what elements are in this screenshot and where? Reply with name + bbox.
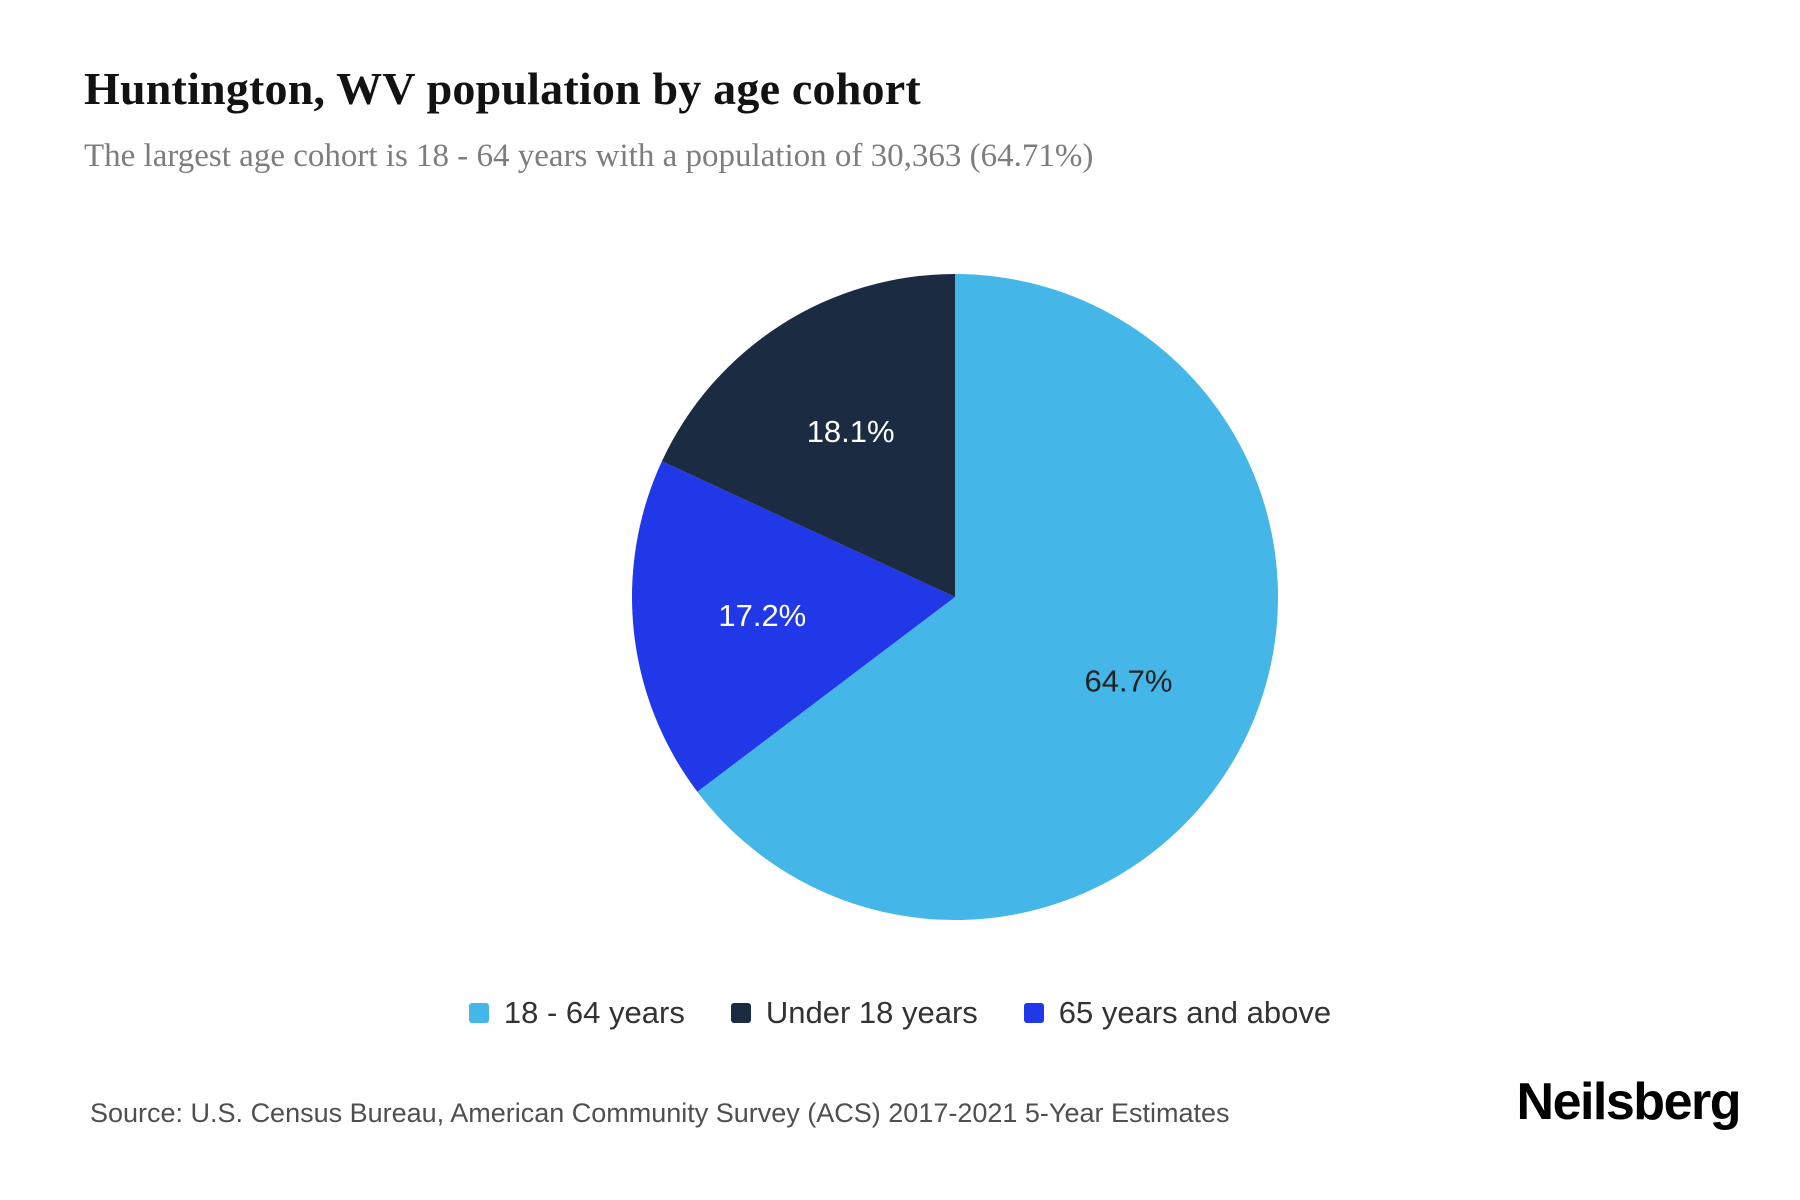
legend-item-0: 18 - 64 years [468, 995, 685, 1031]
chart-title: Huntington, WV population by age cohort [84, 63, 921, 114]
pie-slice-label-2: 18.1% [807, 414, 895, 449]
legend-label: Under 18 years [765, 995, 978, 1030]
pie-slice-label-0: 64.7% [1085, 664, 1173, 699]
legend-swatch-icon [468, 1003, 489, 1023]
pie-slice-0 [697, 274, 1278, 920]
pie-slice-2 [661, 274, 955, 597]
legend-item-2: 65 years and above [1023, 995, 1332, 1031]
legend-item-1: Under 18 years [730, 995, 978, 1031]
pie-slice-label-1: 17.2% [718, 598, 806, 633]
pie-chart: 64.7% 17.2% 18.1% [595, 237, 1315, 957]
legend-label: 65 years and above [1058, 995, 1332, 1030]
pie-chart-svg: 64.7% 17.2% 18.1% [632, 274, 1278, 920]
legend-swatch-icon [730, 1003, 751, 1023]
chart-subtitle: The largest age cohort is 18 - 64 years … [84, 138, 1094, 174]
pie-slice-1 [632, 461, 955, 792]
legend-swatch-icon [1023, 1003, 1044, 1023]
source-text: Source: U.S. Census Bureau, American Com… [90, 1098, 1230, 1128]
brand-logo: Neilsberg [1516, 1073, 1742, 1131]
legend: 18 - 64 years Under 18 years 65 years and … [0, 995, 1800, 1031]
legend-label: 18 - 64 years [503, 995, 685, 1030]
